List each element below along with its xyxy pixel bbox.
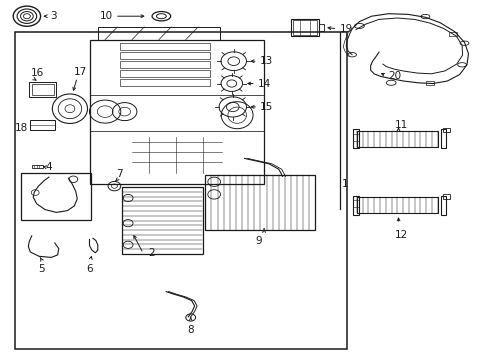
Text: 11: 11 xyxy=(393,120,407,130)
Bar xyxy=(356,131,437,147)
Bar xyxy=(356,197,437,213)
Bar xyxy=(352,129,358,148)
Bar xyxy=(448,32,456,36)
Text: 10: 10 xyxy=(99,11,112,21)
Text: 3: 3 xyxy=(50,11,57,21)
Bar xyxy=(319,24,324,31)
Text: 1: 1 xyxy=(342,179,348,189)
Text: 9: 9 xyxy=(255,236,262,246)
Bar xyxy=(442,194,449,199)
Bar xyxy=(29,82,56,97)
Bar xyxy=(30,120,55,130)
Bar xyxy=(20,173,91,220)
Text: 18: 18 xyxy=(15,123,28,133)
Text: 17: 17 xyxy=(74,67,87,77)
Text: 15: 15 xyxy=(260,102,273,112)
Bar xyxy=(120,43,210,50)
Bar xyxy=(32,84,54,95)
Bar xyxy=(90,40,264,184)
Text: 16: 16 xyxy=(31,68,44,78)
Bar xyxy=(122,187,203,254)
Bar xyxy=(15,32,346,349)
Text: 8: 8 xyxy=(187,325,194,335)
Text: 2: 2 xyxy=(148,248,155,258)
Text: 6: 6 xyxy=(86,264,93,274)
Bar xyxy=(32,165,42,168)
Bar xyxy=(426,81,433,85)
Bar xyxy=(290,19,319,36)
Text: 14: 14 xyxy=(257,78,270,89)
Bar xyxy=(442,128,449,132)
Bar xyxy=(120,52,210,59)
Bar xyxy=(205,175,315,230)
Bar xyxy=(120,79,210,86)
Bar xyxy=(352,196,358,215)
Bar xyxy=(98,27,220,40)
Text: 7: 7 xyxy=(116,169,122,179)
Bar xyxy=(120,61,210,68)
Text: 12: 12 xyxy=(393,230,407,240)
Text: 4: 4 xyxy=(45,162,52,172)
Bar xyxy=(292,20,317,35)
Text: 19: 19 xyxy=(339,24,352,34)
Bar xyxy=(120,70,210,77)
Bar xyxy=(440,129,446,148)
Text: 13: 13 xyxy=(260,56,273,66)
Bar xyxy=(440,196,446,215)
Text: 20: 20 xyxy=(387,71,400,81)
Text: 5: 5 xyxy=(38,264,45,274)
